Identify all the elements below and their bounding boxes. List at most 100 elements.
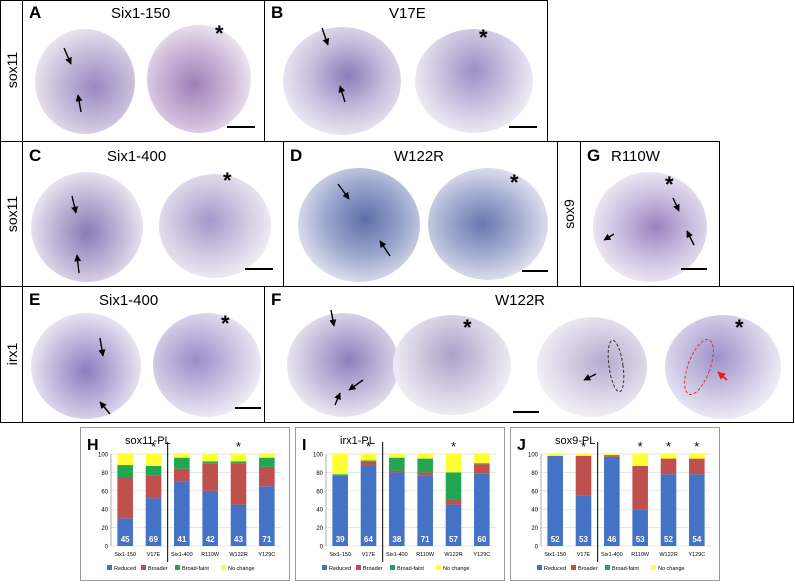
panel-d: D W122R * xyxy=(283,141,558,287)
chart-title: sox9-PL xyxy=(555,435,595,447)
embryo-image-b-left xyxy=(283,27,401,135)
bar-count-label: 39 xyxy=(336,535,345,544)
bar-segment-no-change xyxy=(174,454,190,458)
row1-label-frame xyxy=(0,0,24,142)
bar-segment-broader xyxy=(604,455,620,457)
significance-star: * xyxy=(451,439,456,454)
panel-title-e: Six1-400 xyxy=(99,292,159,309)
bar-count-label: 57 xyxy=(449,535,458,544)
bar-count-label: 64 xyxy=(364,535,373,544)
legend-swatch xyxy=(436,565,441,570)
embryo-image-d-right xyxy=(428,168,548,280)
chart-letter: J xyxy=(517,437,526,454)
scale-bar-f xyxy=(513,411,539,413)
legend-swatch xyxy=(651,565,656,570)
embryo-image-d-left xyxy=(298,168,420,282)
bar-count-label: 41 xyxy=(177,535,186,544)
bar-segment-no-change xyxy=(604,454,620,455)
bar-segment-broad-faint xyxy=(360,460,377,462)
y-tick-label: 100 xyxy=(528,453,539,459)
legend-label: Broad-faint xyxy=(397,566,424,572)
significance-star: * xyxy=(638,439,643,454)
chart-letter: I xyxy=(302,437,306,454)
legend-swatch xyxy=(175,565,180,570)
bar-count-label: 45 xyxy=(121,535,130,544)
panel-title-d: W122R xyxy=(394,148,445,165)
bar-segment-broad-faint xyxy=(259,457,275,467)
bar-segment-broader xyxy=(689,458,705,475)
bar-segment-broader xyxy=(145,475,162,499)
bar-segment-broad-faint xyxy=(604,454,620,456)
bar-segment-broader xyxy=(660,458,677,475)
panel-title-c: Six1-400 xyxy=(107,148,167,165)
embryo-image-f-2 xyxy=(393,315,511,415)
bar-segment-broader xyxy=(174,468,190,482)
scale-bar-g xyxy=(681,268,707,270)
y-tick-label: 60 xyxy=(316,489,323,495)
legend-label: Reduced xyxy=(544,566,566,572)
panel-c: C Six1-400 * xyxy=(22,141,284,287)
legend-swatch xyxy=(390,565,395,570)
y-tick-label: 20 xyxy=(316,526,323,532)
legend-swatch xyxy=(537,565,542,570)
embryo-image-e-right xyxy=(153,313,261,417)
bar-segment-broader xyxy=(474,464,490,474)
panel-f: F W122R * * xyxy=(264,286,794,423)
bar-segment-no-change xyxy=(445,454,462,473)
bar-segment-broader xyxy=(259,466,275,487)
y-tick-label: 40 xyxy=(531,508,538,514)
bar-segment-reduced xyxy=(417,475,433,546)
bar-count-label: 60 xyxy=(477,535,486,544)
x-tick-label: Six1-150 xyxy=(329,552,351,558)
significance-star: * xyxy=(666,439,671,454)
legend-swatch xyxy=(107,565,112,570)
x-tick-label: Six1-150 xyxy=(114,552,136,558)
y-tick-label: 20 xyxy=(531,526,538,532)
legend-label: No change xyxy=(443,566,470,572)
legend-swatch xyxy=(322,565,327,570)
bar-segment-no-change xyxy=(202,454,218,462)
asterisk-a: * xyxy=(215,21,224,46)
bar-segment-reduced xyxy=(145,498,162,546)
significance-star: * xyxy=(366,439,371,454)
bar-segment-reduced xyxy=(174,481,190,546)
embryo-image-g xyxy=(593,172,707,282)
scale-bar-a xyxy=(227,126,255,128)
scale-bar-d xyxy=(522,270,548,272)
bar-segment-broader xyxy=(445,499,462,505)
bar-segment-broader xyxy=(632,465,648,510)
y-tick-label: 80 xyxy=(316,471,323,477)
scale-bar-b xyxy=(509,126,537,128)
bar-segment-no-change xyxy=(632,454,648,466)
panel-title-a: Six1-150 xyxy=(111,5,171,22)
row-label-sox11-top: sox11 xyxy=(4,51,20,89)
legend-swatch xyxy=(141,565,146,570)
bar-segment-no-change xyxy=(575,454,592,456)
bar-segment-no-change xyxy=(474,454,490,464)
legend-label: Reduced xyxy=(329,566,351,572)
legend-swatch xyxy=(605,565,610,570)
x-tick-label: R110W xyxy=(416,552,435,558)
bar-count-label: 69 xyxy=(149,535,158,544)
legend-swatch xyxy=(221,565,226,570)
bar-segment-no-change xyxy=(389,454,405,458)
panel-letter-f: F xyxy=(271,290,282,309)
legend-swatch xyxy=(356,565,361,570)
panel-letter-c: C xyxy=(29,146,42,165)
x-tick-label: W122R xyxy=(444,552,462,558)
row2-label-frame xyxy=(0,141,24,287)
x-tick-label: R110W xyxy=(201,552,220,558)
bar-segment-reduced xyxy=(202,490,218,546)
asterisk-d: * xyxy=(510,170,519,195)
bar-segment-broader xyxy=(575,455,592,496)
panel-letter-g: G xyxy=(587,146,601,165)
legend-swatch xyxy=(571,565,576,570)
bar-count-label: 46 xyxy=(607,535,616,544)
bar-segment-reduced xyxy=(360,465,377,546)
y-tick-label: 80 xyxy=(101,471,108,477)
bar-segment-broader xyxy=(389,470,405,473)
legend-label: No change xyxy=(658,566,685,572)
row-label-sox11-middle: sox11 xyxy=(4,195,20,233)
